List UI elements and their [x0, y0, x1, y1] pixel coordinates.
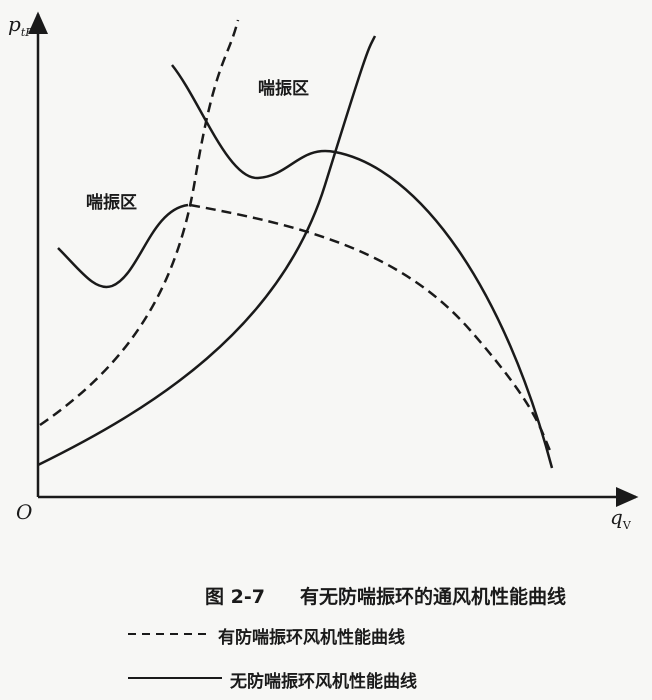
fan-curve-without-ring-solid [171, 64, 554, 469]
figure-number: 图 2-7 [205, 586, 265, 608]
y-axis-label: ptF [8, 12, 33, 39]
surge-zone-lower-label: 喘振区 [86, 193, 137, 213]
system-curve-solid [37, 35, 377, 467]
legend-solid-label: 无防喘振环风机性能曲线 [230, 672, 417, 692]
fan-curve-with-ring-dashed [189, 203, 554, 456]
surge-zone-upper-label: 喘振区 [258, 79, 309, 99]
origin-label: O [16, 500, 33, 524]
fan-curve-lower-surge-solid [57, 203, 189, 289]
x-axis-label: qV [610, 505, 631, 532]
figure-title: 有无防喘振环的通风机性能曲线 [300, 586, 567, 608]
system-curve-dashed [39, 19, 240, 427]
legend-dashed-label: 有防喘振环风机性能曲线 [218, 628, 405, 648]
